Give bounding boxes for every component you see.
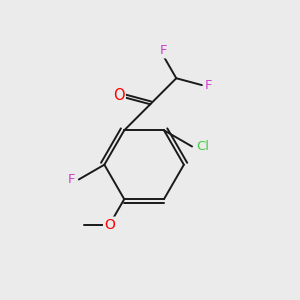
Text: Cl: Cl [196,140,209,153]
Text: O: O [113,88,125,104]
Text: F: F [68,173,75,186]
Text: F: F [159,44,167,57]
Text: F: F [205,79,212,92]
Text: O: O [104,218,115,232]
